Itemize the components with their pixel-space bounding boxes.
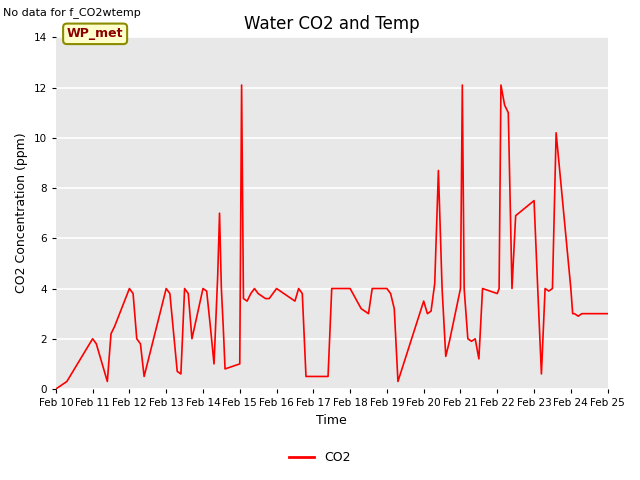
X-axis label: Time: Time — [316, 414, 347, 427]
Text: WP_met: WP_met — [67, 27, 124, 40]
Y-axis label: CO2 Concentration (ppm): CO2 Concentration (ppm) — [15, 133, 28, 293]
Title: Water CO2 and Temp: Water CO2 and Temp — [244, 15, 420, 33]
Legend: CO2: CO2 — [284, 446, 356, 469]
Text: No data for f_CO2wtemp: No data for f_CO2wtemp — [3, 7, 141, 18]
